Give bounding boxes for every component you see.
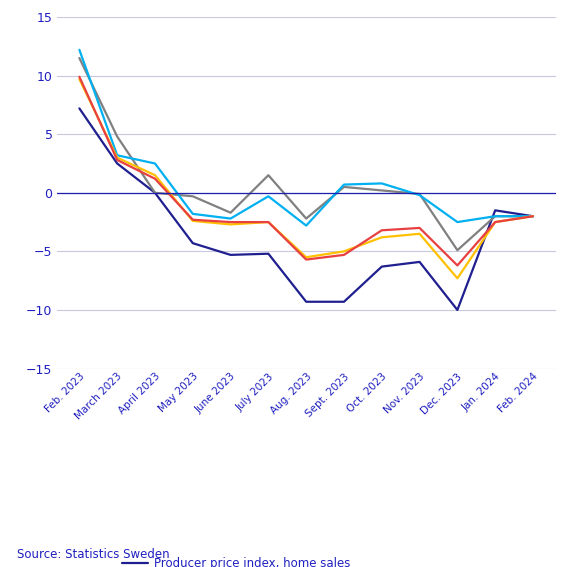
- Producer price index, home sales: [151, 189, 158, 196]
- Producer price index, home sales: [265, 250, 272, 257]
- Producer Price Index: [530, 213, 536, 219]
- Line: Producer Price Index: Producer Price Index: [79, 79, 533, 278]
- Line: Producer price index, home sales: Producer price index, home sales: [79, 108, 533, 310]
- Export Price Index: [151, 189, 158, 196]
- Line: Import Price Index: Import Price Index: [79, 50, 533, 226]
- Producer Price Index: [227, 221, 234, 228]
- Price index, domestic supply: [341, 252, 348, 259]
- Export Price Index: [492, 213, 498, 219]
- Price index, domestic supply: [378, 227, 385, 234]
- Producer Price Index: [265, 219, 272, 226]
- Producer price index, home sales: [189, 240, 196, 247]
- Export Price Index: [76, 54, 83, 61]
- Price index, domestic supply: [189, 217, 196, 223]
- Price index, domestic supply: [265, 219, 272, 226]
- Producer Price Index: [454, 275, 461, 282]
- Import Price Index: [189, 210, 196, 217]
- Export Price Index: [530, 213, 536, 219]
- Producer price index, home sales: [114, 160, 121, 167]
- Import Price Index: [454, 219, 461, 226]
- Price index, domestic supply: [227, 219, 234, 226]
- Producer price index, home sales: [303, 298, 310, 305]
- Import Price Index: [416, 192, 423, 198]
- Producer Price Index: [114, 154, 121, 161]
- Producer price index, home sales: [76, 105, 83, 112]
- Producer Price Index: [416, 230, 423, 237]
- Producer Price Index: [76, 76, 83, 83]
- Import Price Index: [76, 46, 83, 53]
- Export Price Index: [227, 209, 234, 216]
- Producer Price Index: [303, 254, 310, 261]
- Price index, domestic supply: [151, 175, 158, 182]
- Producer price index, home sales: [530, 213, 536, 219]
- Import Price Index: [265, 193, 272, 200]
- Producer price index, home sales: [227, 252, 234, 259]
- Import Price Index: [151, 160, 158, 167]
- Import Price Index: [227, 215, 234, 222]
- Producer Price Index: [492, 219, 498, 226]
- Import Price Index: [378, 180, 385, 187]
- Producer price index, home sales: [416, 259, 423, 265]
- Export Price Index: [341, 184, 348, 191]
- Import Price Index: [303, 222, 310, 229]
- Line: Price index, domestic supply: Price index, domestic supply: [79, 77, 533, 265]
- Line: Export Price Index: Export Price Index: [79, 58, 533, 250]
- Import Price Index: [114, 152, 121, 159]
- Price index, domestic supply: [76, 73, 83, 80]
- Import Price Index: [530, 213, 536, 219]
- Export Price Index: [378, 187, 385, 194]
- Export Price Index: [265, 172, 272, 179]
- Producer Price Index: [189, 218, 196, 225]
- Producer price index, home sales: [378, 263, 385, 270]
- Producer price index, home sales: [454, 307, 461, 314]
- Price index, domestic supply: [492, 219, 498, 226]
- Price index, domestic supply: [454, 262, 461, 269]
- Export Price Index: [454, 247, 461, 253]
- Price index, domestic supply: [416, 225, 423, 231]
- Import Price Index: [341, 181, 348, 188]
- Producer Price Index: [378, 234, 385, 241]
- Producer Price Index: [341, 248, 348, 255]
- Export Price Index: [303, 215, 310, 222]
- Legend: Producer price index, home sales, Export Price Index, Import Price Index, Produc: Producer price index, home sales, Export…: [122, 557, 351, 567]
- Producer Price Index: [151, 172, 158, 179]
- Export Price Index: [189, 193, 196, 200]
- Text: Source: Statistics Sweden: Source: Statistics Sweden: [17, 548, 170, 561]
- Producer price index, home sales: [492, 207, 498, 214]
- Export Price Index: [114, 133, 121, 140]
- Price index, domestic supply: [114, 156, 121, 163]
- Price index, domestic supply: [303, 256, 310, 263]
- Export Price Index: [416, 191, 423, 197]
- Producer price index, home sales: [341, 298, 348, 305]
- Import Price Index: [492, 213, 498, 219]
- Price index, domestic supply: [530, 213, 536, 219]
